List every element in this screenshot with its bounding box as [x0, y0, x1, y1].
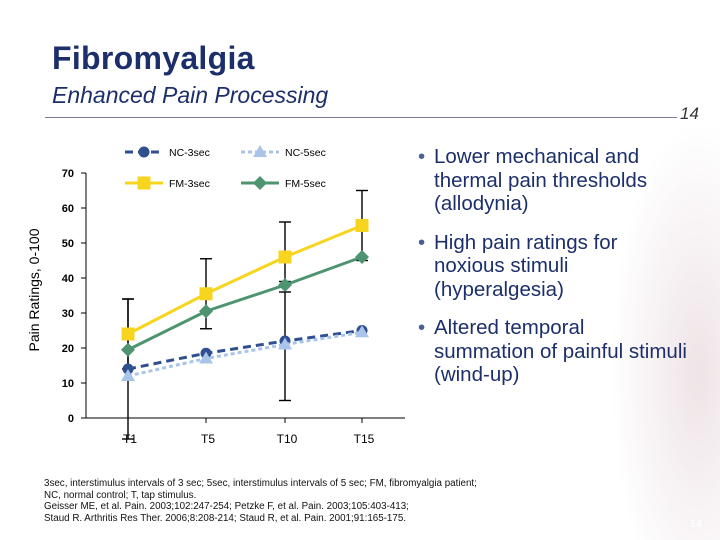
data-point-fm-5sec — [278, 278, 292, 292]
y-tick-label: 70 — [62, 168, 74, 180]
footnote-line: 3sec, interstimulus intervals of 3 sec; … — [44, 478, 477, 489]
y-tick-label: 30 — [62, 308, 74, 320]
data-point-fm-3sec — [121, 327, 135, 341]
x-tick-label: T15 — [354, 432, 375, 446]
legend-label: FM-3sec — [169, 178, 210, 190]
y-tick-label: 20 — [62, 343, 74, 355]
data-point-fm-5sec — [199, 304, 213, 319]
x-tick-label: T10 — [277, 432, 298, 446]
data-point-nc-5sec — [278, 337, 292, 350]
data-point-nc-5sec — [199, 351, 213, 364]
footnote-line: NC, normal control; T, tap stimulus. — [44, 489, 197, 501]
data-point-nc-5sec — [121, 369, 135, 381]
legend-marker — [253, 176, 267, 190]
series-line-fm-3sec — [127, 224, 363, 336]
bullet-hyperalgesia: High pain ratings for noxious stimuli (h… — [418, 231, 688, 302]
y-axis-label: Pain Ratings, 0-100 — [26, 228, 42, 351]
bullet-list: Lower mechanical and thermal pain thresh… — [418, 145, 688, 402]
data-point-fm-5sec — [121, 342, 135, 357]
legend-label: FM-5sec — [285, 178, 326, 190]
y-tick-label: 10 — [62, 378, 74, 390]
footnote-line: Geisser ME, et al. Pain. 2003;102:247-25… — [44, 501, 409, 512]
series-line-nc-5sec — [127, 330, 363, 378]
legend-label: NC-5sec — [285, 147, 326, 159]
series-line-fm-5sec — [127, 255, 363, 352]
footnote-line: Staud R. Arthritis Res Ther. 2006;8:208-… — [44, 512, 406, 524]
watermark-page-number: 14 — [690, 518, 703, 530]
y-tick-label: 60 — [62, 203, 74, 215]
slide-title: Fibromyalgia — [52, 40, 255, 76]
data-point-fm-3sec — [199, 287, 213, 301]
y-tick-label: 0 — [68, 413, 74, 425]
data-point-fm-5sec — [355, 250, 369, 264]
page-number: 14 — [680, 104, 699, 123]
legend-marker — [253, 145, 267, 157]
x-tick-label: T5 — [201, 432, 215, 446]
y-tick-label: 40 — [62, 273, 74, 285]
title-divider — [45, 117, 677, 118]
legend-label: NC-3sec — [169, 147, 210, 159]
slide-subtitle: Enhanced Pain Processing — [52, 82, 329, 108]
data-point-nc-5sec — [355, 325, 369, 338]
data-point-fm-3sec — [278, 250, 292, 264]
legend-marker — [138, 146, 150, 158]
bullet-wind-up: Altered temporal summation of painful st… — [418, 316, 688, 387]
bullet-allodynia: Lower mechanical and thermal pain thresh… — [418, 145, 688, 216]
data-point-fm-3sec — [355, 219, 369, 232]
footnote: 3sec, interstimulus intervals of 3 sec; … — [44, 478, 644, 524]
y-tick-label: 50 — [62, 238, 74, 250]
series-line-nc-3sec — [127, 329, 363, 371]
legend-marker — [137, 176, 151, 190]
